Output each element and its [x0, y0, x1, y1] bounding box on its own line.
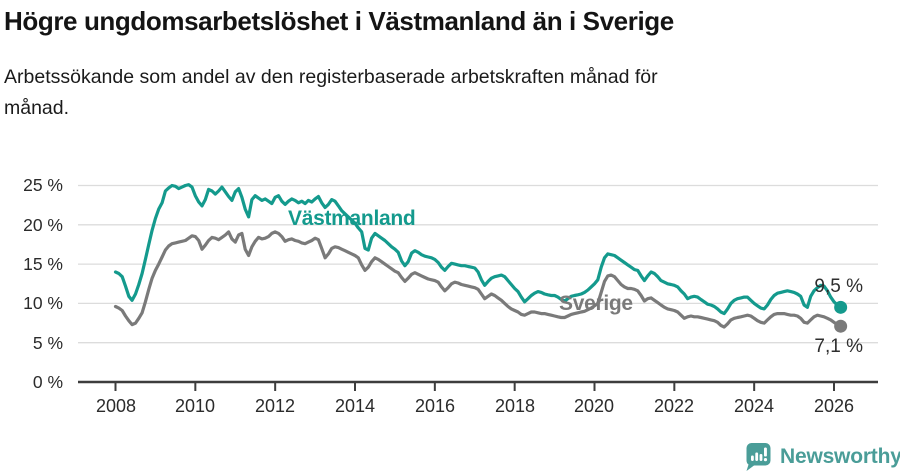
series-label-sverige: Sverige [559, 292, 633, 315]
y-tick-label: 0 % [32, 372, 63, 392]
y-tick-label: 20 % [23, 215, 63, 235]
x-tick-label: 2010 [174, 396, 216, 416]
x-tick-label: 2022 [653, 396, 695, 416]
y-tick-label: 5 % [32, 333, 63, 353]
newsworthy-bubble-chart-icon [746, 443, 771, 471]
series-line-sverige [113, 230, 843, 329]
end-value-label-vastmanland: 9,5 % [814, 276, 863, 297]
x-tick-label: 2018 [494, 396, 536, 416]
x-tick-label: 2012 [254, 396, 296, 416]
x-tick-label: 2008 [95, 396, 137, 416]
y-tick-label: 15 % [23, 254, 63, 274]
end-value-label-sverige: 7,1 % [814, 336, 863, 357]
series-label-vastmanland: Västmanland [288, 207, 416, 230]
newsworthy-logo: Newsworthy [745, 442, 900, 472]
subtitle-line-2: månad. [4, 97, 70, 119]
series-line-västmanland [113, 183, 843, 316]
x-tick-label: 2020 [573, 396, 615, 416]
x-tick-label: 2014 [334, 396, 376, 416]
latest-point-sverige [834, 319, 848, 333]
y-tick-label: 10 % [23, 293, 63, 313]
newsworthy-brand-text: Newsworthy [780, 445, 900, 468]
y-tick-label: 25 % [23, 175, 63, 195]
x-tick-label: 2026 [813, 396, 855, 416]
page-title: Högre ungdomsarbetslöshet i Västmanland … [4, 6, 674, 36]
x-tick-label: 2024 [733, 396, 775, 416]
x-tick-label: 2016 [414, 396, 456, 416]
subtitle-line-1: Arbetssökande som andel av den registerb… [4, 66, 658, 88]
latest-point-västmanland [834, 300, 848, 314]
